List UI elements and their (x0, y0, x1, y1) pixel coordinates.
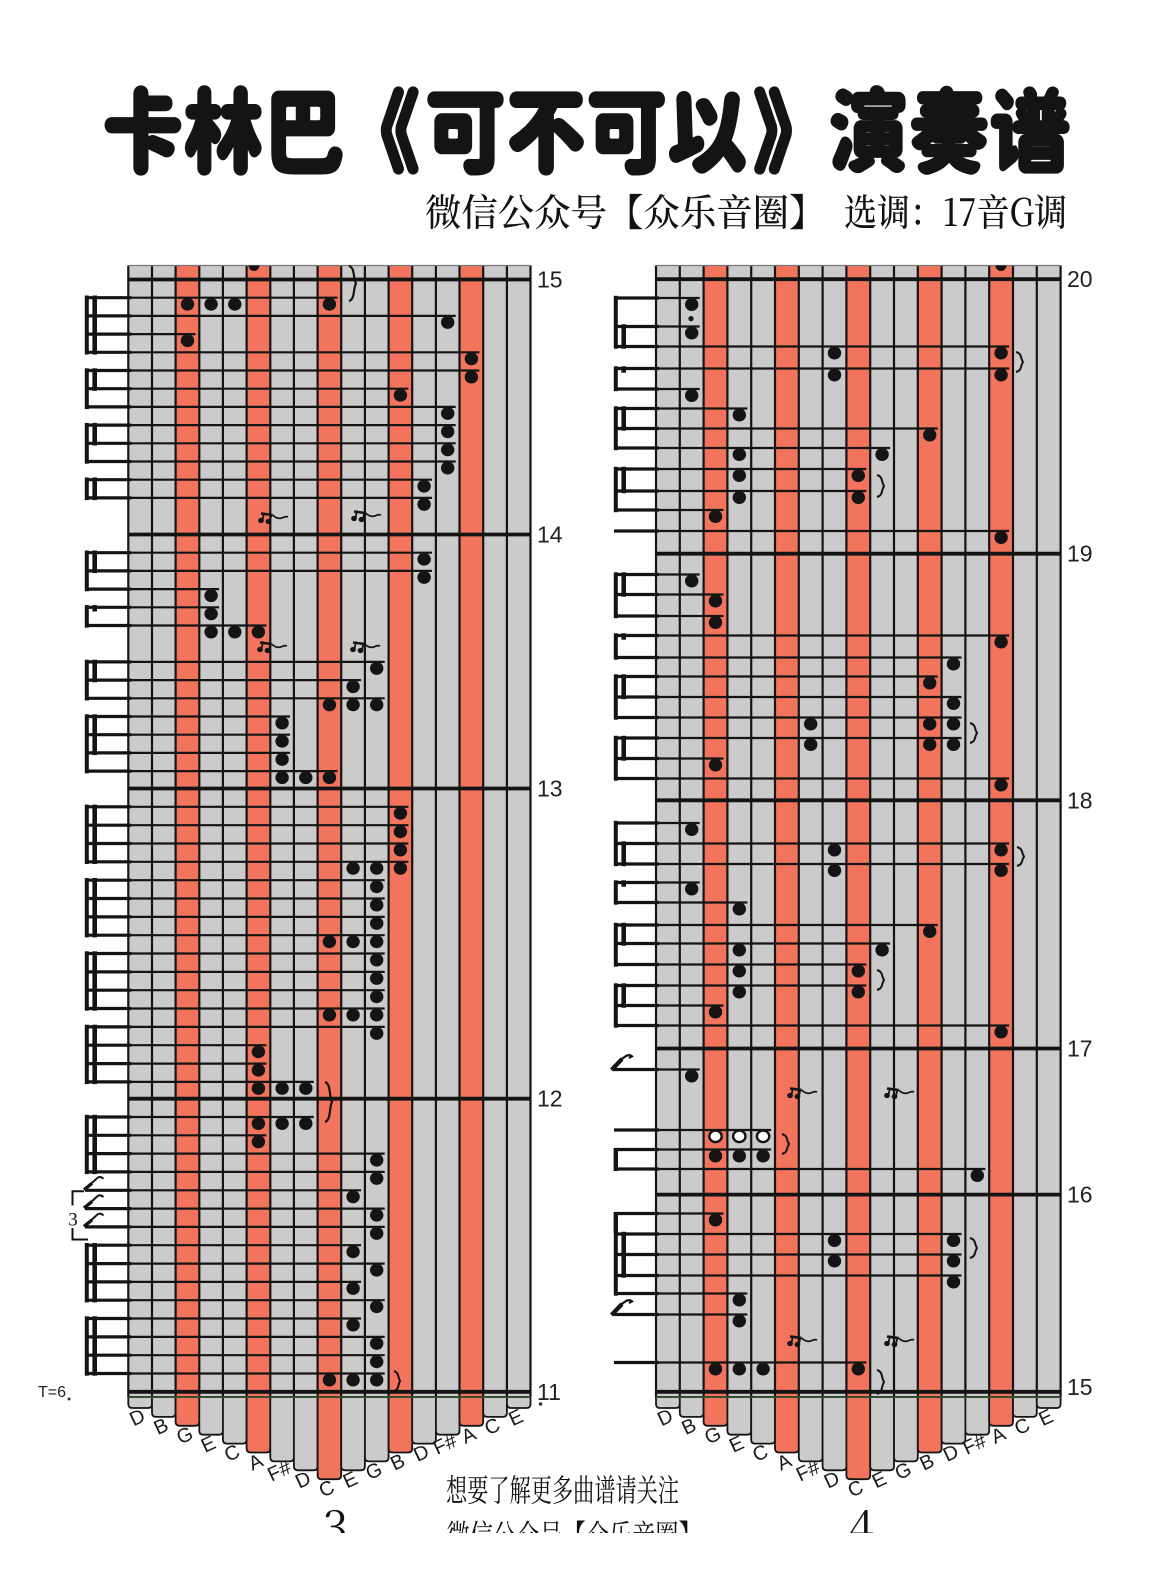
svg-text:13: 13 (537, 776, 563, 802)
svg-text:11: 11 (537, 1379, 561, 1405)
svg-text:18: 18 (1067, 787, 1093, 813)
svg-text:16: 16 (1067, 1182, 1093, 1208)
svg-text:14: 14 (537, 522, 563, 548)
svg-text:15: 15 (1067, 1374, 1093, 1400)
svg-text:12: 12 (537, 1086, 563, 1112)
svg-text:3: 3 (68, 1210, 78, 1231)
svg-text:17: 17 (1067, 1036, 1093, 1062)
svg-text:20: 20 (1067, 266, 1093, 292)
svg-text:15: 15 (537, 267, 563, 293)
svg-text:T=6: T=6 (38, 1384, 66, 1401)
svg-text:19: 19 (1067, 541, 1093, 567)
